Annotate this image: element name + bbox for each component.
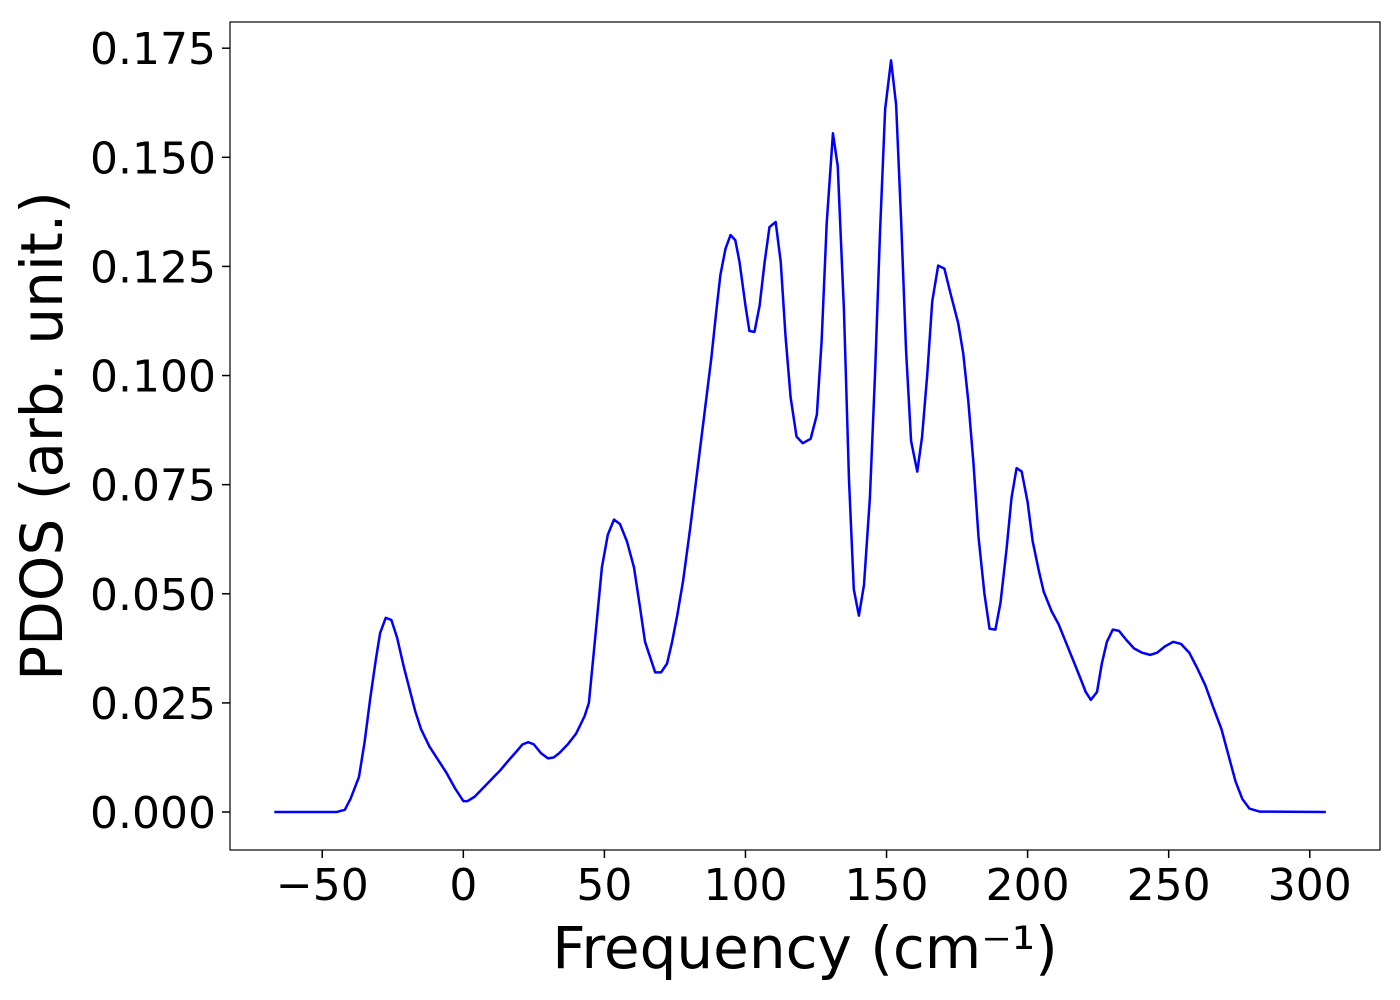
y-tick-label: 0.025 (90, 679, 216, 730)
y-axis-label: PDOS (arb. unit.) (8, 191, 76, 681)
y-tick-label: 0.125 (90, 242, 216, 293)
data-line (274, 59, 1326, 814)
x-axis-label: Frequency (cm⁻¹) (552, 914, 1058, 982)
x-tick-label: 150 (845, 860, 929, 911)
x-tick-label: 300 (1268, 860, 1352, 911)
y-tick-label: 0.000 (90, 788, 216, 839)
y-tick-label: 0.175 (90, 24, 216, 75)
y-tick-label: 0.150 (90, 133, 216, 184)
plot-frame (229, 21, 1381, 851)
x-tick-label: −50 (276, 860, 369, 911)
y-tick-label: 0.075 (90, 461, 216, 512)
y-tick-label: 0.050 (90, 570, 216, 621)
y-tick-label: 0.100 (90, 352, 216, 403)
x-tick-label: 0 (449, 860, 477, 911)
x-tick-label: 100 (703, 860, 787, 911)
x-tick-label: 50 (576, 860, 632, 911)
x-tick-label: 250 (1127, 860, 1211, 911)
x-tick-label: 200 (986, 860, 1070, 911)
